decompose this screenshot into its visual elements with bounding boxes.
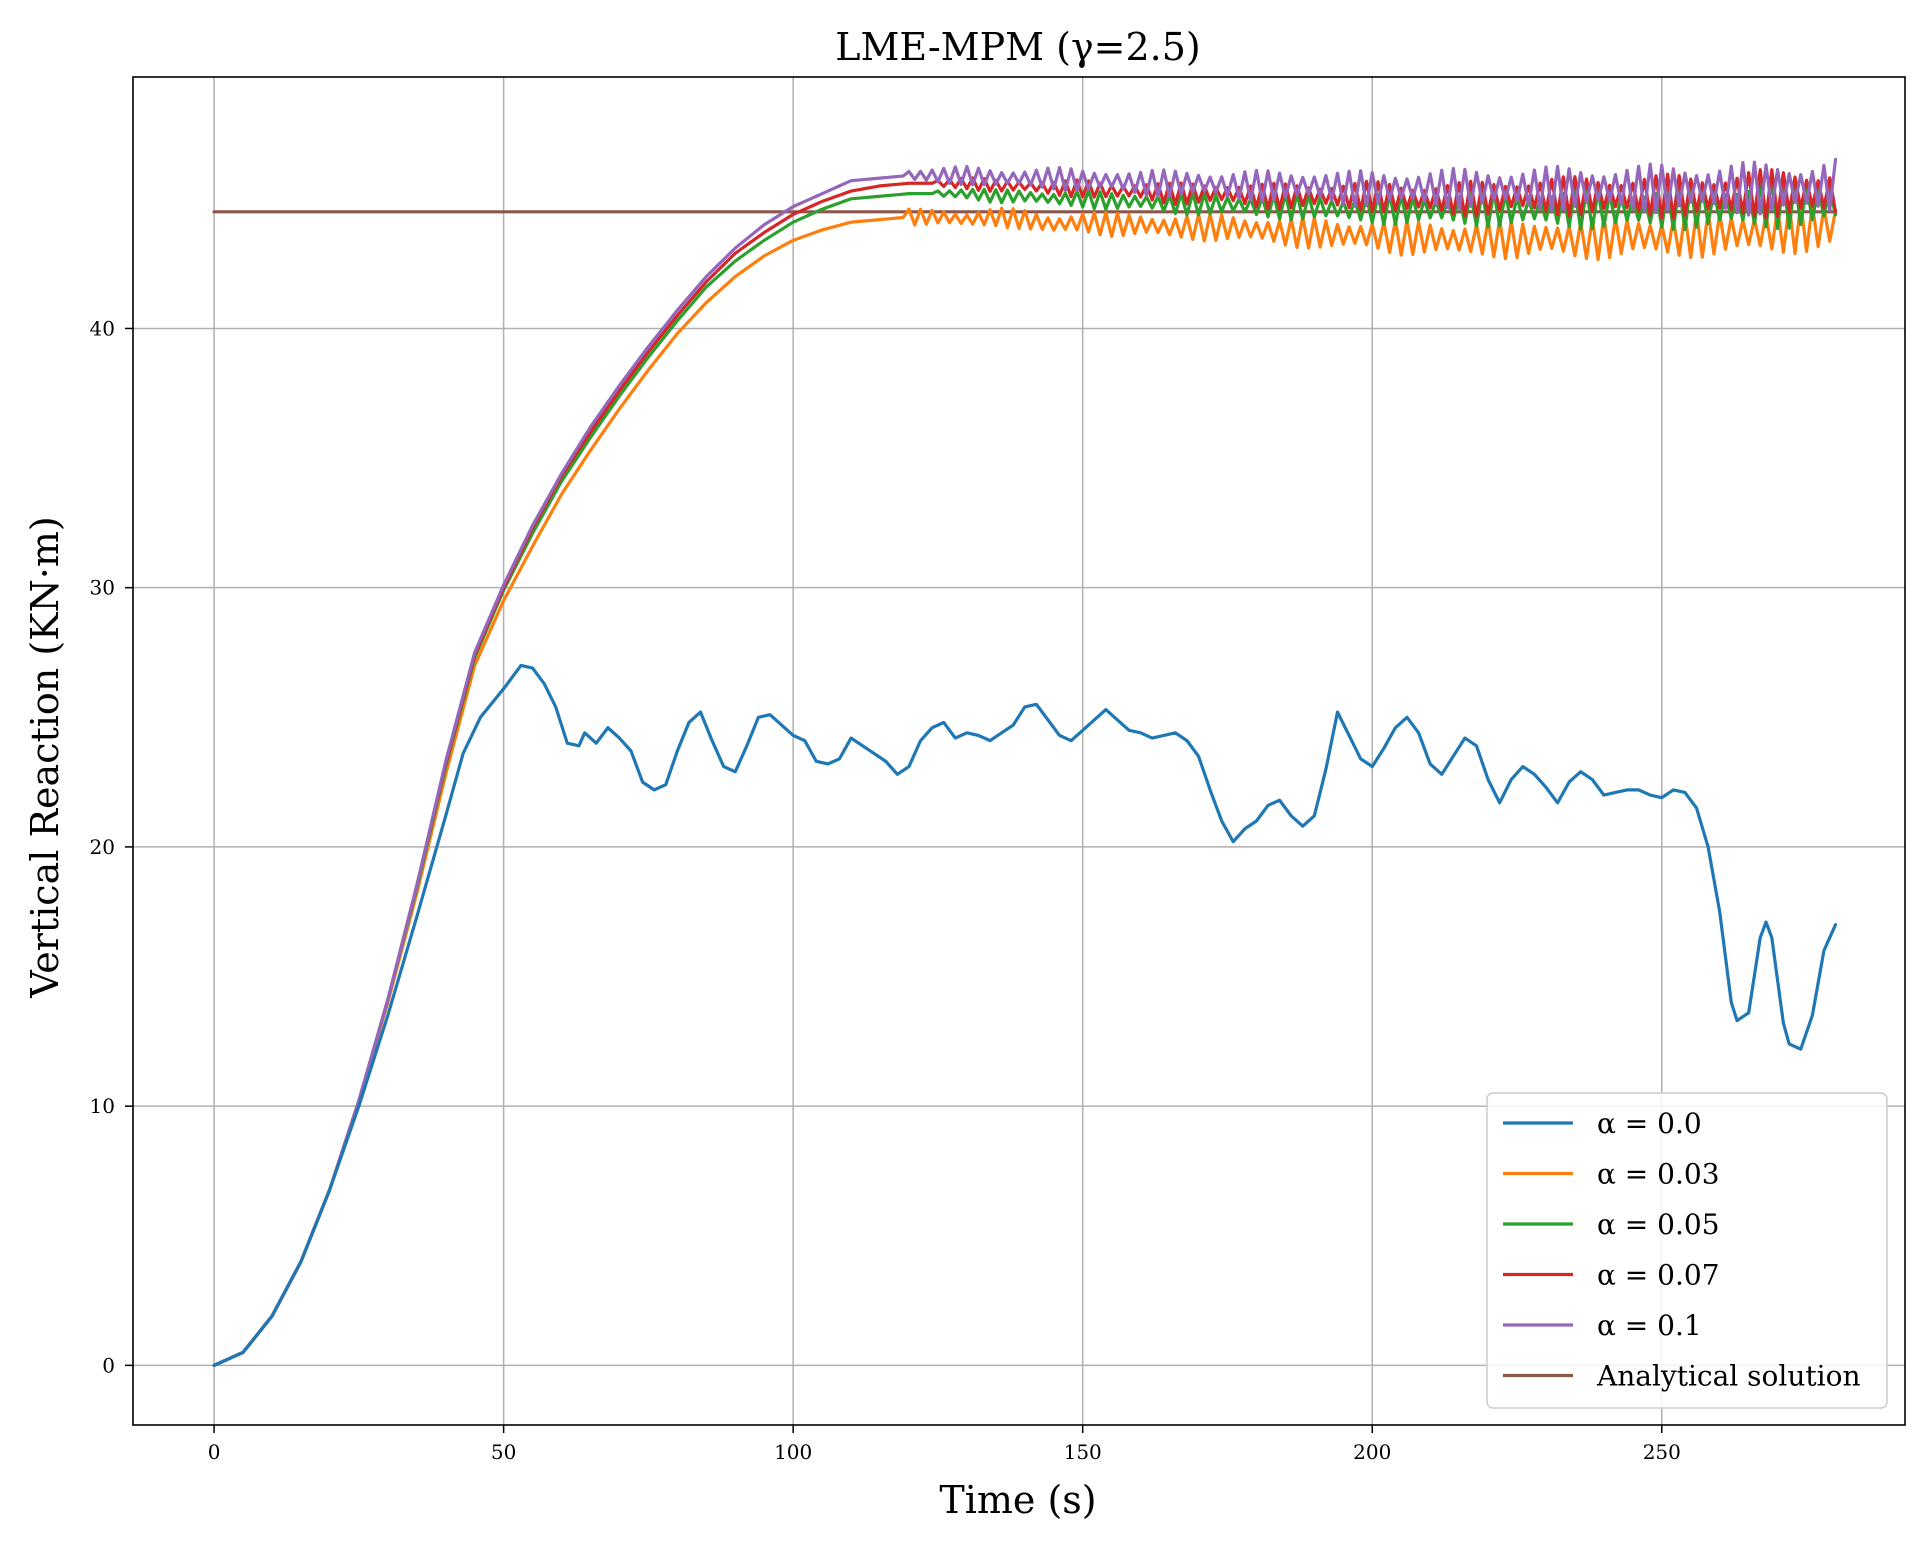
grid	[133, 77, 1905, 1425]
legend-label-0: α = 0.0	[1597, 1107, 1702, 1140]
series-line-1	[212, 201, 1838, 1367]
y-tick-label-0: 0	[102, 1353, 115, 1377]
y-axis-label: Vertical Reaction (KN·m)	[23, 516, 67, 999]
x-tick-label-2: 100	[774, 1440, 812, 1464]
legend-label-5: Analytical solution	[1596, 1360, 1860, 1393]
x-tick-label-3: 150	[1064, 1440, 1102, 1464]
legend: α = 0.0 α = 0.03 α = 0.05 α = 0.07 α = 0.1 An…	[1486, 1092, 1888, 1409]
x-tick-label-1: 50	[491, 1440, 516, 1464]
legend-frame	[1486, 1092, 1888, 1409]
legend-label-4: α = 0.1	[1597, 1309, 1702, 1342]
y-tick-label-2: 20	[90, 835, 115, 859]
series-group	[212, 157, 1838, 1367]
x-axis-label: Time (s)	[939, 1478, 1096, 1522]
y-tick-label-4: 40	[90, 316, 115, 340]
axis-ticks: 0 50 100 150 200 250 0 10 20 30 40	[90, 316, 1681, 1464]
legend-label-1: α = 0.03	[1597, 1158, 1720, 1191]
y-tick-label-3: 30	[90, 576, 115, 600]
x-tick-label-5: 250	[1643, 1440, 1681, 1464]
plot-frame	[132, 76, 1906, 1426]
legend-label-2: α = 0.05	[1597, 1208, 1720, 1241]
series-line-0	[212, 663, 1838, 1367]
legend-label-3: α = 0.07	[1597, 1259, 1720, 1292]
x-tick-label-0: 0	[208, 1440, 221, 1464]
y-tick-label-1: 10	[90, 1094, 115, 1118]
series-line-4	[212, 157, 1838, 1367]
x-tick-label-4: 200	[1353, 1440, 1391, 1464]
chart-title: LME-MPM (γ=2.5)	[835, 25, 1201, 69]
